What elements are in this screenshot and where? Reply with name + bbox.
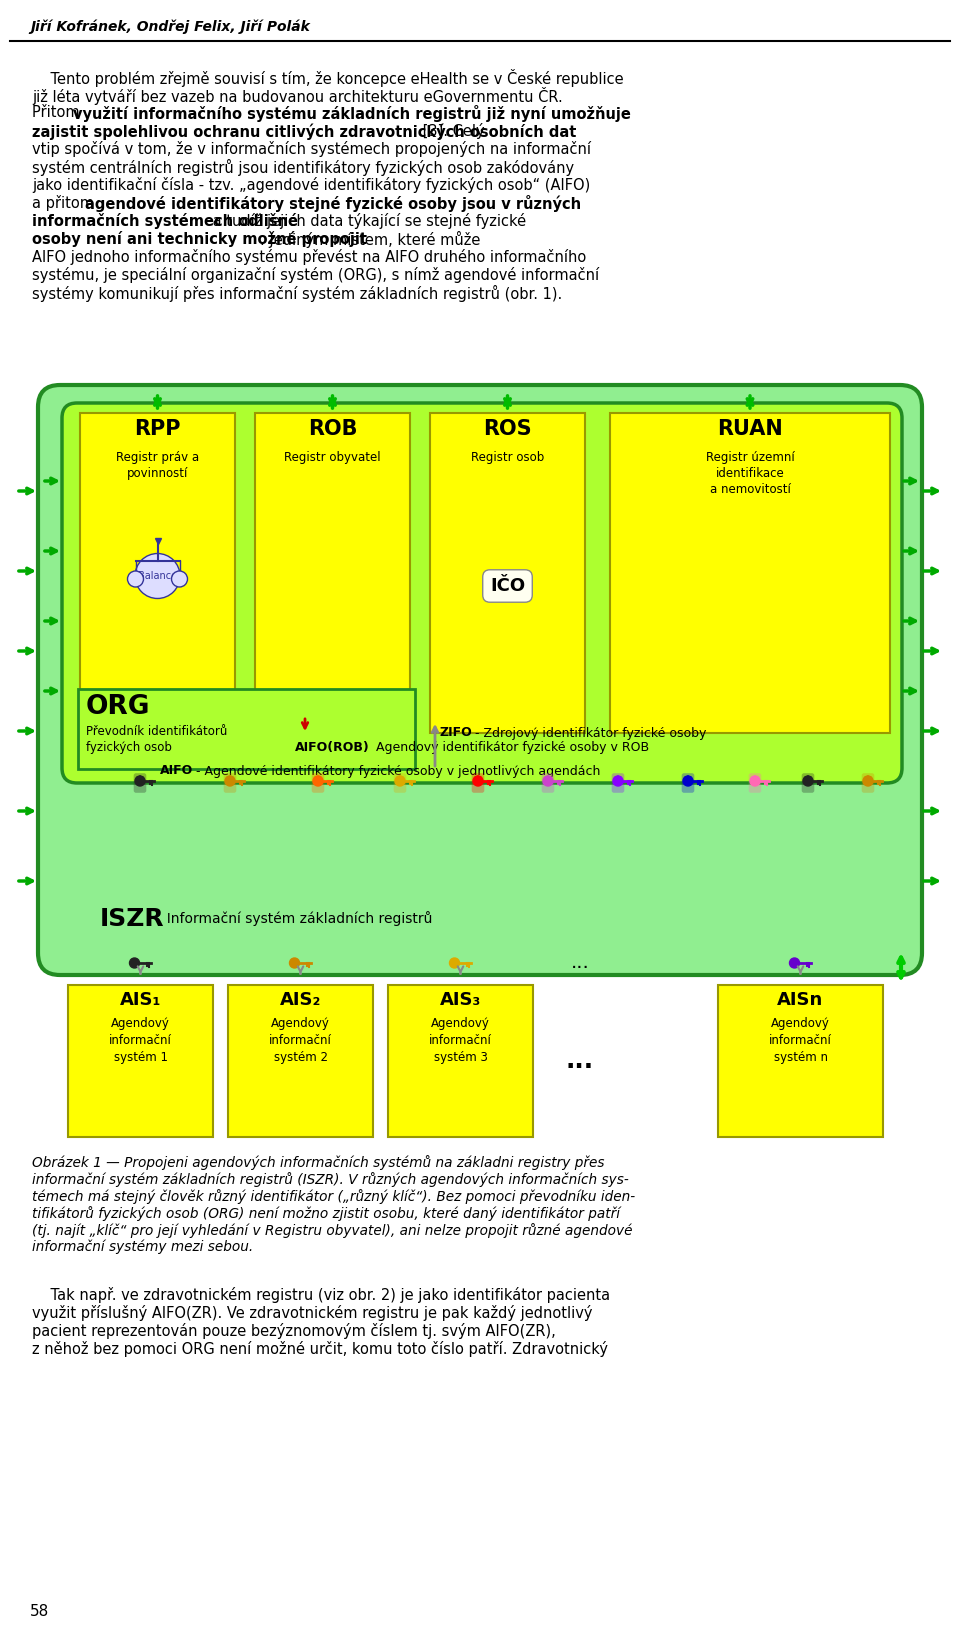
Circle shape: [750, 776, 760, 786]
Text: Převodník identifikátorů
fyzických osob: Převodník identifikátorů fyzických osob: [86, 725, 228, 753]
Text: Agendový
informační
systém 2: Agendový informační systém 2: [269, 1017, 332, 1063]
Text: Tento problém zřejmě souvisí s tím, že koncepce eHealth se v České republice: Tento problém zřejmě souvisí s tím, že k…: [32, 69, 624, 87]
Text: a tudíž jejich data týkající se stejné fyzické: a tudíž jejich data týkající se stejné f…: [207, 213, 526, 230]
Text: Jiří Kofránek, Ondřej Felix, Jiří Polák: Jiří Kofránek, Ondřej Felix, Jiří Polák: [30, 20, 310, 33]
Text: systémy komunikují přes informační systém základních registrů (obr. 1).: systémy komunikují přes informační systé…: [32, 286, 563, 302]
Text: Informační systém základních registrů: Informační systém základních registrů: [158, 911, 432, 927]
Text: Agendový
informační
systém 1: Agendový informační systém 1: [109, 1017, 172, 1063]
Text: AIFO jednoho informačního systému převést na AIFO druhého informačního: AIFO jednoho informačního systému převés…: [32, 249, 587, 264]
FancyBboxPatch shape: [388, 985, 533, 1137]
Text: využit příslušný AIFO(ZR). Ve zdravotnickém registru je pak každý jednotlivý: využit příslušný AIFO(ZR). Ve zdravotnic…: [32, 1305, 592, 1321]
Text: AIS₁: AIS₁: [120, 991, 161, 1009]
FancyBboxPatch shape: [68, 985, 213, 1137]
Text: ROB: ROB: [308, 418, 357, 440]
Circle shape: [789, 958, 800, 968]
FancyBboxPatch shape: [80, 414, 235, 734]
Circle shape: [290, 958, 300, 968]
Text: RPP: RPP: [134, 418, 180, 440]
Text: AISn: AISn: [778, 991, 824, 1009]
Circle shape: [395, 776, 405, 786]
Text: agendové identifikátory stejné fyzické osoby jsou v různých: agendové identifikátory stejné fyzické o…: [84, 195, 581, 212]
Text: Registr obyvatel: Registr obyvatel: [284, 451, 381, 464]
Text: AIS₃: AIS₃: [440, 991, 481, 1009]
Text: Balance: Balance: [138, 571, 177, 581]
Text: Registr osob: Registr osob: [470, 451, 544, 464]
Circle shape: [613, 776, 623, 786]
Text: *: *: [804, 776, 812, 791]
FancyBboxPatch shape: [62, 404, 902, 783]
FancyBboxPatch shape: [38, 386, 922, 975]
Text: IČO: IČO: [490, 578, 525, 596]
Text: ZIFO: ZIFO: [440, 727, 472, 740]
Text: ...: ...: [566, 1049, 594, 1073]
Text: AIS₂: AIS₂: [279, 991, 322, 1009]
Text: informační systém základních registrů (ISZR). V různých agendových informačních : informační systém základních registrů (I…: [32, 1172, 629, 1186]
Circle shape: [449, 958, 460, 968]
Text: informačních systémech odlišné: informačních systémech odlišné: [32, 213, 298, 230]
Text: *: *: [226, 776, 234, 791]
Text: *: *: [544, 776, 552, 791]
Text: - Zdrojový identifikátor fyzické osoby: - Zdrojový identifikátor fyzické osoby: [471, 727, 707, 740]
Text: . Jediným místem, které může: . Jediným místem, které může: [260, 231, 481, 248]
Text: vtip spočívá v tom, že v informačních systémech propojených na informační: vtip spočívá v tom, že v informačních sy…: [32, 141, 591, 158]
Circle shape: [543, 776, 553, 786]
Text: *: *: [396, 776, 404, 791]
FancyBboxPatch shape: [610, 414, 890, 734]
Text: *: *: [474, 776, 482, 791]
Circle shape: [135, 776, 145, 786]
Text: [3]. Celý: [3]. Celý: [419, 123, 485, 139]
FancyBboxPatch shape: [255, 414, 410, 734]
Circle shape: [803, 776, 813, 786]
Text: informační systémy mezi sebou.: informační systémy mezi sebou.: [32, 1241, 253, 1254]
Text: (tj. najít „klíč“ pro její vyhledání v Registru obyvatel), ani nelze propojit rů: (tj. najít „klíč“ pro její vyhledání v R…: [32, 1223, 633, 1237]
Text: ISZR: ISZR: [100, 907, 164, 930]
Circle shape: [683, 776, 693, 786]
Text: systému, je speciální organizační systém (ORG), s nímž agendové informační: systému, je speciální organizační systém…: [32, 267, 599, 282]
Text: zajistit spolehlivou ochranu citlivých zdravotnických osobních dat: zajistit spolehlivou ochranu citlivých z…: [32, 123, 576, 139]
Text: Registr práv a
povinností: Registr práv a povinností: [116, 451, 199, 481]
Text: z něhož bez pomoci ORG není možné určit, komu toto číslo patří. Zdravotnický: z něhož bez pomoci ORG není možné určit,…: [32, 1341, 608, 1357]
Circle shape: [473, 776, 483, 786]
Text: *: *: [136, 776, 144, 791]
Circle shape: [313, 776, 323, 786]
Text: *: *: [614, 776, 622, 791]
Text: využití informačního systému základních registrů již nyní umožňuje: využití informačního systému základních …: [73, 105, 631, 121]
Text: osoby není ani technicky možné propojit: osoby není ani technicky možné propojit: [32, 231, 367, 248]
Text: 58: 58: [30, 1603, 49, 1620]
Text: ...: ...: [570, 953, 589, 973]
Text: tifikátorů fyzických osob (ORG) není možno zjistit osobu, které daný identifikát: tifikátorů fyzických osob (ORG) není mož…: [32, 1206, 620, 1221]
Text: Tak např. ve zdravotnickém registru (viz obr. 2) je jako identifikátor pacienta: Tak např. ve zdravotnickém registru (viz…: [32, 1287, 611, 1303]
Text: Obrázek 1 — Propojeni agendových informačních systémů na základni registry přes: Obrázek 1 — Propojeni agendových informa…: [32, 1155, 605, 1170]
Text: RUAN: RUAN: [717, 418, 782, 440]
Text: *: *: [864, 776, 872, 791]
Text: *: *: [751, 776, 759, 791]
Text: Registr územní
identifikace
a nemovitostí: Registr územní identifikace a nemovitost…: [706, 451, 794, 496]
Circle shape: [172, 571, 187, 587]
FancyBboxPatch shape: [430, 414, 585, 734]
Text: již léta vytváří bez vazeb na budovanou architekturu eGovernmentu ČR.: již léta vytváří bez vazeb na budovanou …: [32, 87, 563, 105]
Text: ORG: ORG: [86, 694, 151, 720]
Text: Agendový identifikátor fyzické osoby v ROB: Agendový identifikátor fyzické osoby v R…: [372, 742, 649, 755]
Text: a přitom: a přitom: [32, 195, 99, 212]
Text: systém centrálních registrů jsou identifikátory fyzických osob zakódovány: systém centrálních registrů jsou identif…: [32, 159, 574, 176]
FancyBboxPatch shape: [78, 689, 415, 770]
FancyBboxPatch shape: [718, 985, 883, 1137]
Circle shape: [225, 776, 235, 786]
Text: témech má stejný člověk různý identifikátor („různý klíč“). Bez pomoci převodník: témech má stejný člověk různý identifiká…: [32, 1190, 636, 1204]
Text: Přitom: Přitom: [32, 105, 84, 120]
Text: jako identifikační čísla - tzv. „agendové identifikátory fyzických osob“ (AIFO): jako identifikační čísla - tzv. „agendov…: [32, 177, 590, 194]
Text: Agendový
informační
systém 3: Agendový informační systém 3: [429, 1017, 492, 1063]
Circle shape: [863, 776, 873, 786]
Text: *: *: [684, 776, 692, 791]
Circle shape: [128, 571, 143, 587]
Text: Agendový
informační
systém n: Agendový informační systém n: [769, 1017, 832, 1063]
Circle shape: [130, 958, 139, 968]
Text: ROS: ROS: [483, 418, 532, 440]
FancyBboxPatch shape: [228, 985, 373, 1137]
Text: *: *: [314, 776, 322, 791]
Text: AIFO(ROB): AIFO(ROB): [295, 742, 370, 755]
Text: AIFO: AIFO: [160, 765, 193, 778]
Text: pacient reprezentován pouze bezýznomovým číslem tj. svým AIFO(ZR),: pacient reprezentován pouze bezýznomovým…: [32, 1323, 556, 1339]
Text: - Agendové identifikátory fyzické osoby v jednotlivých agendách: - Agendové identifikátory fyzické osoby …: [192, 765, 600, 778]
